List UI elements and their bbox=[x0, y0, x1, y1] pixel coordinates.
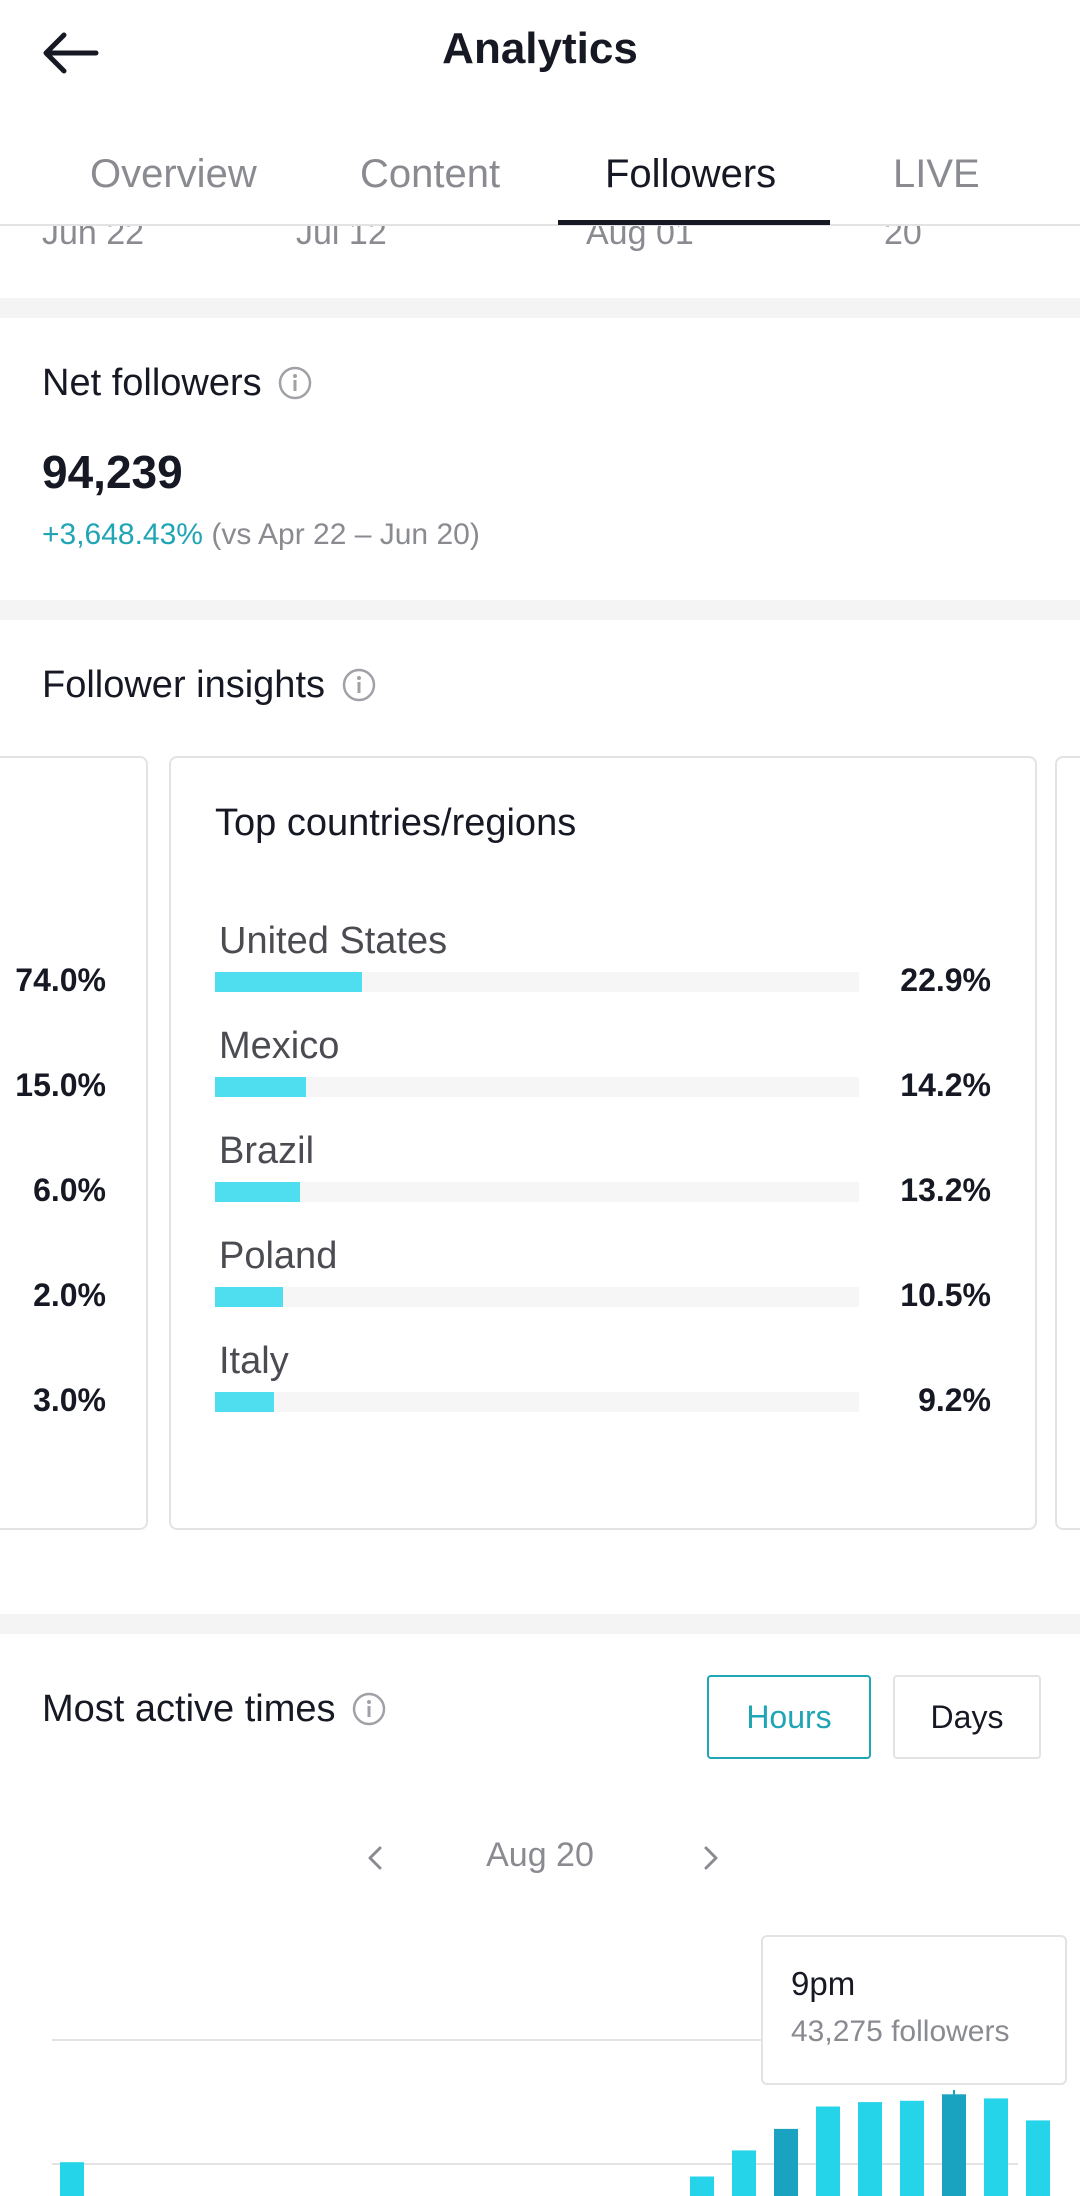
country-name: United States bbox=[219, 920, 448, 962]
bar-7pm[interactable] bbox=[858, 2102, 882, 2196]
country-percent: 9.2% bbox=[918, 1382, 991, 1418]
bar-11pm[interactable] bbox=[1026, 2120, 1050, 2196]
chevron-right-icon bbox=[704, 1846, 718, 1870]
country-bar bbox=[215, 972, 363, 992]
change-percent: +3,648.43% bbox=[42, 518, 203, 551]
bar-6pm[interactable] bbox=[816, 2106, 840, 2196]
hours-toggle-button[interactable]: Hours bbox=[707, 1675, 871, 1759]
most-active-title: Most active times bbox=[42, 1688, 336, 1730]
bar-12am[interactable] bbox=[60, 2162, 84, 2196]
bar-4pm[interactable] bbox=[732, 2150, 756, 2196]
country-bar bbox=[215, 1077, 307, 1097]
net-followers-title: Net followers bbox=[42, 362, 262, 404]
follower-insights-heading: Follower insights bbox=[42, 664, 376, 707]
net-followers-change: +3,648.43% (vs Apr 22 – Jun 20) bbox=[42, 518, 480, 552]
date-axis: Jun 22 Jul 12 Aug 01 20 bbox=[0, 226, 1080, 252]
previous-date-button[interactable] bbox=[356, 1836, 396, 1880]
section-divider bbox=[0, 1614, 1080, 1634]
country-bar-track bbox=[215, 1182, 859, 1202]
country-bar-track bbox=[215, 972, 859, 992]
section-divider bbox=[0, 298, 1080, 318]
country-bar-track bbox=[215, 1077, 859, 1097]
most-active-heading: Most active times bbox=[42, 1688, 386, 1731]
country-bar-track bbox=[215, 1287, 859, 1307]
active-tab-indicator bbox=[558, 220, 830, 225]
country-bar bbox=[215, 1182, 300, 1202]
back-button[interactable] bbox=[40, 28, 110, 78]
tab-content[interactable]: Content bbox=[360, 152, 501, 196]
country-name: Brazil bbox=[219, 1130, 315, 1172]
net-followers-heading: Net followers bbox=[42, 362, 312, 405]
bar-5pm[interactable] bbox=[774, 2128, 798, 2196]
days-toggle-button[interactable]: Days bbox=[893, 1675, 1041, 1759]
active-times-chart bbox=[52, 1980, 1050, 2196]
top-countries-card[interactable]: Top countries/regions United States 22.9… bbox=[169, 756, 1037, 1530]
country-name: Poland bbox=[219, 1235, 338, 1277]
country-percent: 10.5% bbox=[900, 1277, 991, 1313]
insight-percent: 15.0% bbox=[15, 1067, 106, 1103]
follower-insights-title: Follower insights bbox=[42, 664, 325, 706]
next-date-button[interactable] bbox=[690, 1836, 730, 1880]
country-name: Mexico bbox=[219, 1025, 340, 1067]
comparison-range: (vs Apr 22 – Jun 20) bbox=[211, 518, 480, 551]
tab-followers[interactable]: Followers bbox=[605, 152, 777, 196]
insight-percent: 74.0% bbox=[15, 962, 106, 998]
chevron-left-icon bbox=[368, 1846, 382, 1870]
card-title: Top countries/regions bbox=[215, 802, 577, 844]
country-bar bbox=[215, 1392, 275, 1412]
tab-bar: Overview Content Followers LIVE bbox=[0, 136, 1080, 226]
chart-tooltip: 9pm 43,275 followers bbox=[761, 1935, 1067, 2085]
tooltip-value: 43,275 followers bbox=[791, 2015, 1010, 2048]
insight-percent: 2.0% bbox=[33, 1277, 106, 1313]
date-axis-label: Aug 01 bbox=[586, 226, 694, 252]
date-axis-label: 20 bbox=[884, 226, 922, 252]
country-bar-track bbox=[215, 1392, 859, 1412]
country-name: Italy bbox=[219, 1340, 289, 1382]
tooltip-time: 9pm bbox=[791, 1965, 856, 2002]
country-percent: 22.9% bbox=[900, 962, 991, 998]
bar-8pm[interactable] bbox=[900, 2100, 924, 2196]
country-percent: 13.2% bbox=[900, 1172, 991, 1208]
info-icon[interactable] bbox=[342, 668, 376, 702]
info-icon[interactable] bbox=[352, 1692, 386, 1726]
tab-live[interactable]: LIVE bbox=[893, 152, 980, 196]
info-icon[interactable] bbox=[278, 366, 312, 400]
page-title: Analytics bbox=[442, 24, 638, 73]
bar-10pm[interactable] bbox=[984, 2098, 1008, 2196]
net-followers-value: 94,239 bbox=[42, 446, 183, 498]
bar-3pm[interactable] bbox=[690, 2176, 714, 2196]
selected-date: Aug 20 bbox=[486, 1836, 594, 1874]
insight-card-previous[interactable]: 74.0% 15.0% 6.0% 2.0% 3.0% bbox=[0, 756, 148, 1530]
tab-bar-divider bbox=[0, 224, 1080, 226]
date-axis-label: Jul 12 bbox=[296, 226, 387, 252]
country-bar bbox=[215, 1287, 283, 1307]
tab-overview[interactable]: Overview bbox=[90, 152, 257, 196]
insight-card-next[interactable] bbox=[1055, 756, 1080, 1530]
country-percent: 14.2% bbox=[900, 1067, 991, 1103]
bar-9pm[interactable] bbox=[942, 2094, 966, 2196]
arrow-left-icon bbox=[43, 32, 99, 74]
insight-percent: 3.0% bbox=[33, 1382, 106, 1418]
insight-percent: 6.0% bbox=[33, 1172, 106, 1208]
date-axis-label: Jun 22 bbox=[42, 226, 145, 252]
section-divider bbox=[0, 600, 1080, 620]
